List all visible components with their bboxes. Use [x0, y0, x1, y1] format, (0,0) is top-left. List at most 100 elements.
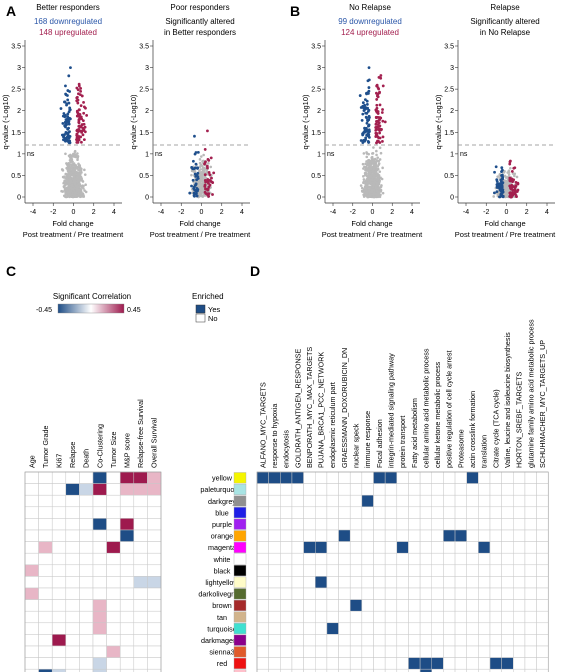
correlation-cell: [65, 529, 80, 542]
enrichment-cell: [431, 610, 444, 624]
correlation-cell: [51, 529, 67, 542]
enrichment-cell: [408, 622, 421, 635]
enrichment-cell: [338, 494, 351, 508]
enrichment-cell: [524, 634, 537, 647]
enrichment-cell: [315, 541, 328, 554]
correlation-cell: [147, 483, 162, 496]
enrichment-cell: [431, 529, 444, 542]
enrichment-cell: [489, 657, 502, 670]
enrichment-cell: [384, 599, 398, 612]
correlation-cell: [24, 541, 39, 554]
module-label: darkgrey: [208, 497, 236, 506]
enrichment-cell: [349, 668, 363, 672]
module-label: blue: [215, 508, 229, 517]
enrichment-cell: [501, 668, 514, 672]
enrichment-column-label: translation: [480, 435, 489, 468]
enrichment-cell: [478, 587, 491, 600]
enrichment-cell: [396, 657, 409, 670]
x-axis-sublabel: Post treatment / Pre treatment: [322, 230, 423, 239]
enrichment-cell: [419, 657, 433, 670]
y-tick-label: 0: [17, 195, 21, 202]
enrichment-cell: [419, 518, 433, 531]
enrichment-cell: [454, 494, 467, 508]
enrichment-cell: [536, 541, 549, 554]
module-label: sienna3: [209, 648, 234, 657]
y-tick-label: 1.5: [444, 130, 454, 137]
enrichment-cell: [478, 645, 491, 658]
enrichment-cell: [326, 610, 339, 624]
correlation-cell: [51, 494, 67, 508]
enrichment-cell: [338, 634, 351, 647]
correlation-cell: [92, 657, 107, 670]
y-tick-label: 2: [450, 108, 454, 115]
enrichment-cell: [315, 668, 328, 672]
module-swatch: [233, 576, 247, 588]
enrichment-cell: [524, 494, 537, 508]
module-swatch: [233, 657, 247, 669]
enrichment-cell: [268, 518, 281, 531]
y-tick-label: 3.5: [311, 44, 321, 51]
enrichment-cell: [524, 576, 537, 589]
correlation-cell: [119, 576, 135, 589]
enrichment-cell: [303, 552, 316, 566]
enrichment-cell: [373, 518, 386, 531]
panel-letter-d: D: [250, 263, 260, 279]
enrichment-cell: [315, 471, 328, 484]
correlation-cell: [51, 552, 67, 566]
enrichment-cell: [489, 599, 502, 612]
volcano-up-count: 148 upregulated: [39, 28, 97, 37]
correlation-cell: [147, 471, 162, 484]
module-swatch: [233, 634, 247, 646]
enrichment-cell: [513, 587, 526, 600]
enrichment-cell: [303, 587, 316, 600]
enriched-yes-swatch: [195, 304, 206, 314]
enrichment-column-label: cellular ketone metabolic process: [433, 361, 442, 468]
correlation-column-label: Overall Survival: [150, 417, 159, 468]
ns-label: ns: [27, 151, 35, 158]
panel-letter-c: C: [6, 263, 16, 279]
correlation-cell: [133, 541, 148, 554]
enrichment-cell: [268, 668, 281, 672]
correlation-cell: [92, 610, 107, 624]
y-tick-label: 1: [317, 151, 321, 158]
enrichment-cell: [489, 483, 502, 496]
enrichment-cell: [373, 529, 386, 542]
correlation-cell: [79, 645, 94, 658]
correlation-cell: [119, 610, 135, 624]
enrichment-cell: [268, 599, 281, 612]
enrichment-cell: [361, 610, 374, 624]
correlation-cell: [24, 564, 39, 577]
enrichment-cell: [396, 610, 409, 624]
module-swatch: [233, 646, 247, 658]
enriched-no-swatch: [195, 313, 206, 323]
enrichment-cell: [396, 576, 409, 589]
y-tick-label: 3.5: [444, 44, 454, 51]
correlation-cell: [92, 668, 107, 672]
x-axis-label: Fold change: [351, 219, 392, 228]
y-tick-label: 0.5: [139, 173, 149, 180]
enrichment-cell: [478, 564, 491, 577]
enrichment-cell: [408, 576, 421, 589]
enrichment-cell: [431, 668, 444, 672]
enrichment-cell: [373, 494, 386, 508]
enrichment-cell: [338, 610, 351, 624]
correlation-cell: [119, 622, 135, 635]
enrichment-cell: [501, 471, 514, 484]
correlation-cell: [147, 564, 162, 577]
enrichment-cell: [454, 483, 467, 496]
correlation-cell: [106, 599, 121, 612]
correlation-cell: [92, 483, 107, 496]
enrichment-cell: [419, 552, 433, 566]
enrichment-cell: [280, 657, 293, 670]
enrichment-cell: [361, 645, 374, 658]
y-tick-label: 1.5: [139, 130, 149, 137]
y-tick-label: 1: [17, 151, 21, 158]
enrichment-cell: [291, 506, 304, 519]
correlation-cell: [38, 541, 53, 554]
enrichment-column-label: SCHUHMACHER_MYC_TARGETS_UP: [538, 340, 547, 468]
enrichment-cell: [256, 541, 269, 554]
enrichment-cell: [361, 471, 374, 484]
enrichment-cell: [280, 634, 293, 647]
enrichment-cell: [513, 564, 526, 577]
enrichment-cell: [513, 668, 526, 672]
